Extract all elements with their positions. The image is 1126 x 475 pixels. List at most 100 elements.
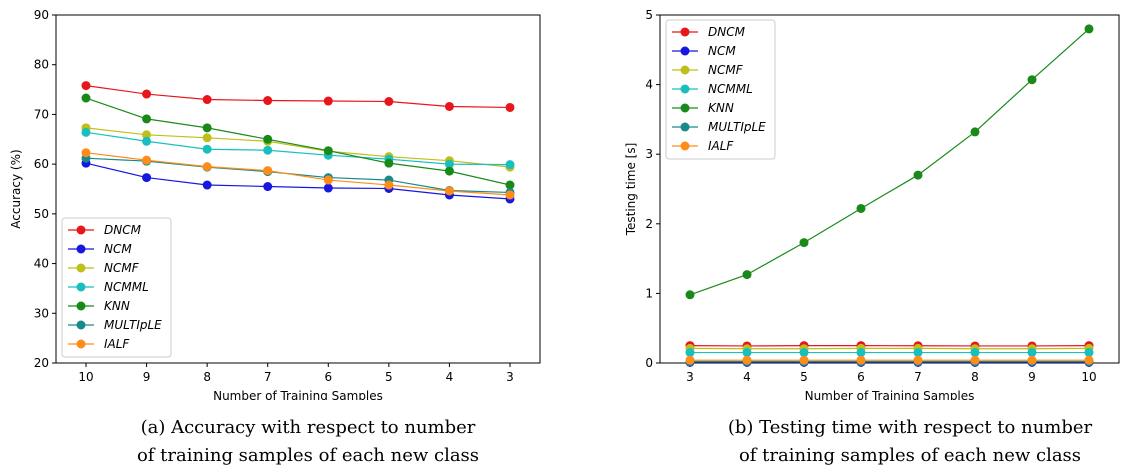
data-point — [202, 95, 212, 105]
data-point — [856, 348, 866, 358]
x-tick-label: 4 — [743, 370, 751, 384]
y-tick-label: 80 — [34, 58, 49, 72]
y-tick-label: 1 — [645, 286, 653, 300]
plot-frame — [55, 14, 541, 364]
legend-label: MULTIpLE — [104, 318, 162, 332]
x-axis-label: Number of Training Samples — [805, 389, 975, 400]
data-point — [81, 81, 91, 91]
caption-a-line2: of training samples of each new class — [136, 445, 480, 466]
x-tick-label: 8 — [203, 370, 211, 384]
data-point — [1084, 348, 1094, 358]
data-point — [81, 93, 91, 103]
data-point — [81, 127, 91, 137]
caption-b-line2: of training samples of each new class — [738, 445, 1082, 466]
series-line — [85, 157, 511, 194]
data-point — [444, 166, 454, 176]
data-point — [742, 270, 752, 280]
legend-label: NCMF — [708, 63, 744, 77]
data-point — [202, 162, 212, 172]
y-tick-label: 70 — [34, 107, 49, 121]
data-point — [856, 355, 866, 365]
legend-label: NCM — [708, 44, 736, 58]
data-point — [505, 102, 515, 112]
legend-swatch-marker — [680, 27, 690, 37]
series-line — [85, 162, 511, 200]
data-point — [685, 355, 695, 365]
data-point — [384, 97, 394, 107]
data-point — [1027, 75, 1037, 85]
y-tick-label: 3 — [645, 147, 653, 161]
y-tick-label: 30 — [34, 306, 49, 320]
legend-label: MULTIpLE — [708, 120, 766, 134]
data-point — [1027, 355, 1037, 365]
legend: DNCM NCM NCMF NCMML KNN MULTIpLE IALF — [61, 217, 172, 358]
x-tick-label: 9 — [1028, 370, 1036, 384]
caption-b-line1: (b) Testing time with respect to number — [727, 417, 1093, 438]
legend-label: DNCM — [104, 223, 142, 237]
data-point — [323, 96, 333, 106]
legend-swatch-marker — [76, 339, 86, 349]
legend-swatch-marker — [76, 225, 86, 235]
data-point — [142, 130, 152, 140]
series-ialf — [685, 355, 1094, 365]
y-tick-label: 40 — [34, 257, 49, 271]
data-point — [81, 148, 91, 158]
y-axis-label: Accuracy (%) — [9, 149, 23, 228]
data-point — [970, 127, 980, 137]
data-point — [970, 355, 980, 365]
legend-label: NCMML — [708, 82, 753, 96]
x-tick-label: 5 — [800, 370, 808, 384]
legend-swatch-marker — [680, 46, 690, 56]
legend-label: NCM — [104, 242, 132, 256]
legend-label: NCMF — [104, 261, 140, 275]
legend-swatch-marker — [680, 84, 690, 94]
x-tick-label: 10 — [78, 370, 93, 384]
data-point — [685, 348, 695, 358]
data-point — [142, 136, 152, 146]
y-tick-label: 90 — [34, 8, 49, 22]
accuracy-chart: 20 30 40 50 60 70 80 90 10 9 8 7 6 5 4 3 Number of Train… — [9, 8, 541, 400]
data-point — [384, 180, 394, 190]
series-line — [85, 152, 511, 196]
legend-swatch-marker — [76, 244, 86, 254]
y-tick-label: 5 — [645, 8, 653, 22]
x-tick-label: 8 — [971, 370, 979, 384]
legend-label: KNN — [708, 101, 734, 115]
legend-frame — [61, 217, 172, 358]
data-point — [444, 101, 454, 111]
y-tick-label: 2 — [645, 217, 653, 231]
x-tick-label: 5 — [385, 370, 393, 384]
data-point — [799, 355, 809, 365]
series-line — [85, 127, 511, 168]
data-point — [1084, 355, 1094, 365]
x-tick-label: 6 — [324, 370, 332, 384]
y-axis-label: Testing time [s] — [624, 143, 638, 237]
data-point — [970, 348, 980, 358]
data-point — [505, 180, 515, 190]
legend-label: DNCM — [708, 25, 746, 39]
caption-a-line1: (a) Accuracy with respect to number — [140, 417, 476, 438]
data-point — [1084, 24, 1094, 34]
data-point — [142, 155, 152, 165]
legend-swatch-marker — [76, 301, 86, 311]
data-point — [202, 180, 212, 190]
x-tick-label: 10 — [1081, 370, 1096, 384]
data-point — [1027, 348, 1037, 358]
legend-label: NCMML — [104, 280, 149, 294]
x-tick-label: 3 — [686, 370, 694, 384]
x-tick-label: 6 — [857, 370, 865, 384]
caption-a: (a) Accuracy with respect to number of t… — [98, 414, 518, 470]
legend-swatch-marker — [680, 103, 690, 113]
x-tick-label: 7 — [264, 370, 272, 384]
legend-swatch-marker — [680, 65, 690, 75]
legend: DNCM NCM NCMF NCMML KNN MULTIpLE IALF — [665, 19, 776, 160]
data-point — [142, 89, 152, 99]
data-point — [799, 348, 809, 358]
plot-frame — [659, 14, 1120, 364]
data-point — [202, 133, 212, 143]
legend-swatch-marker — [680, 122, 690, 132]
legend-label: IALF — [708, 139, 734, 153]
legend-label: KNN — [104, 299, 130, 313]
data-point — [142, 114, 152, 124]
series-line — [689, 28, 1090, 296]
